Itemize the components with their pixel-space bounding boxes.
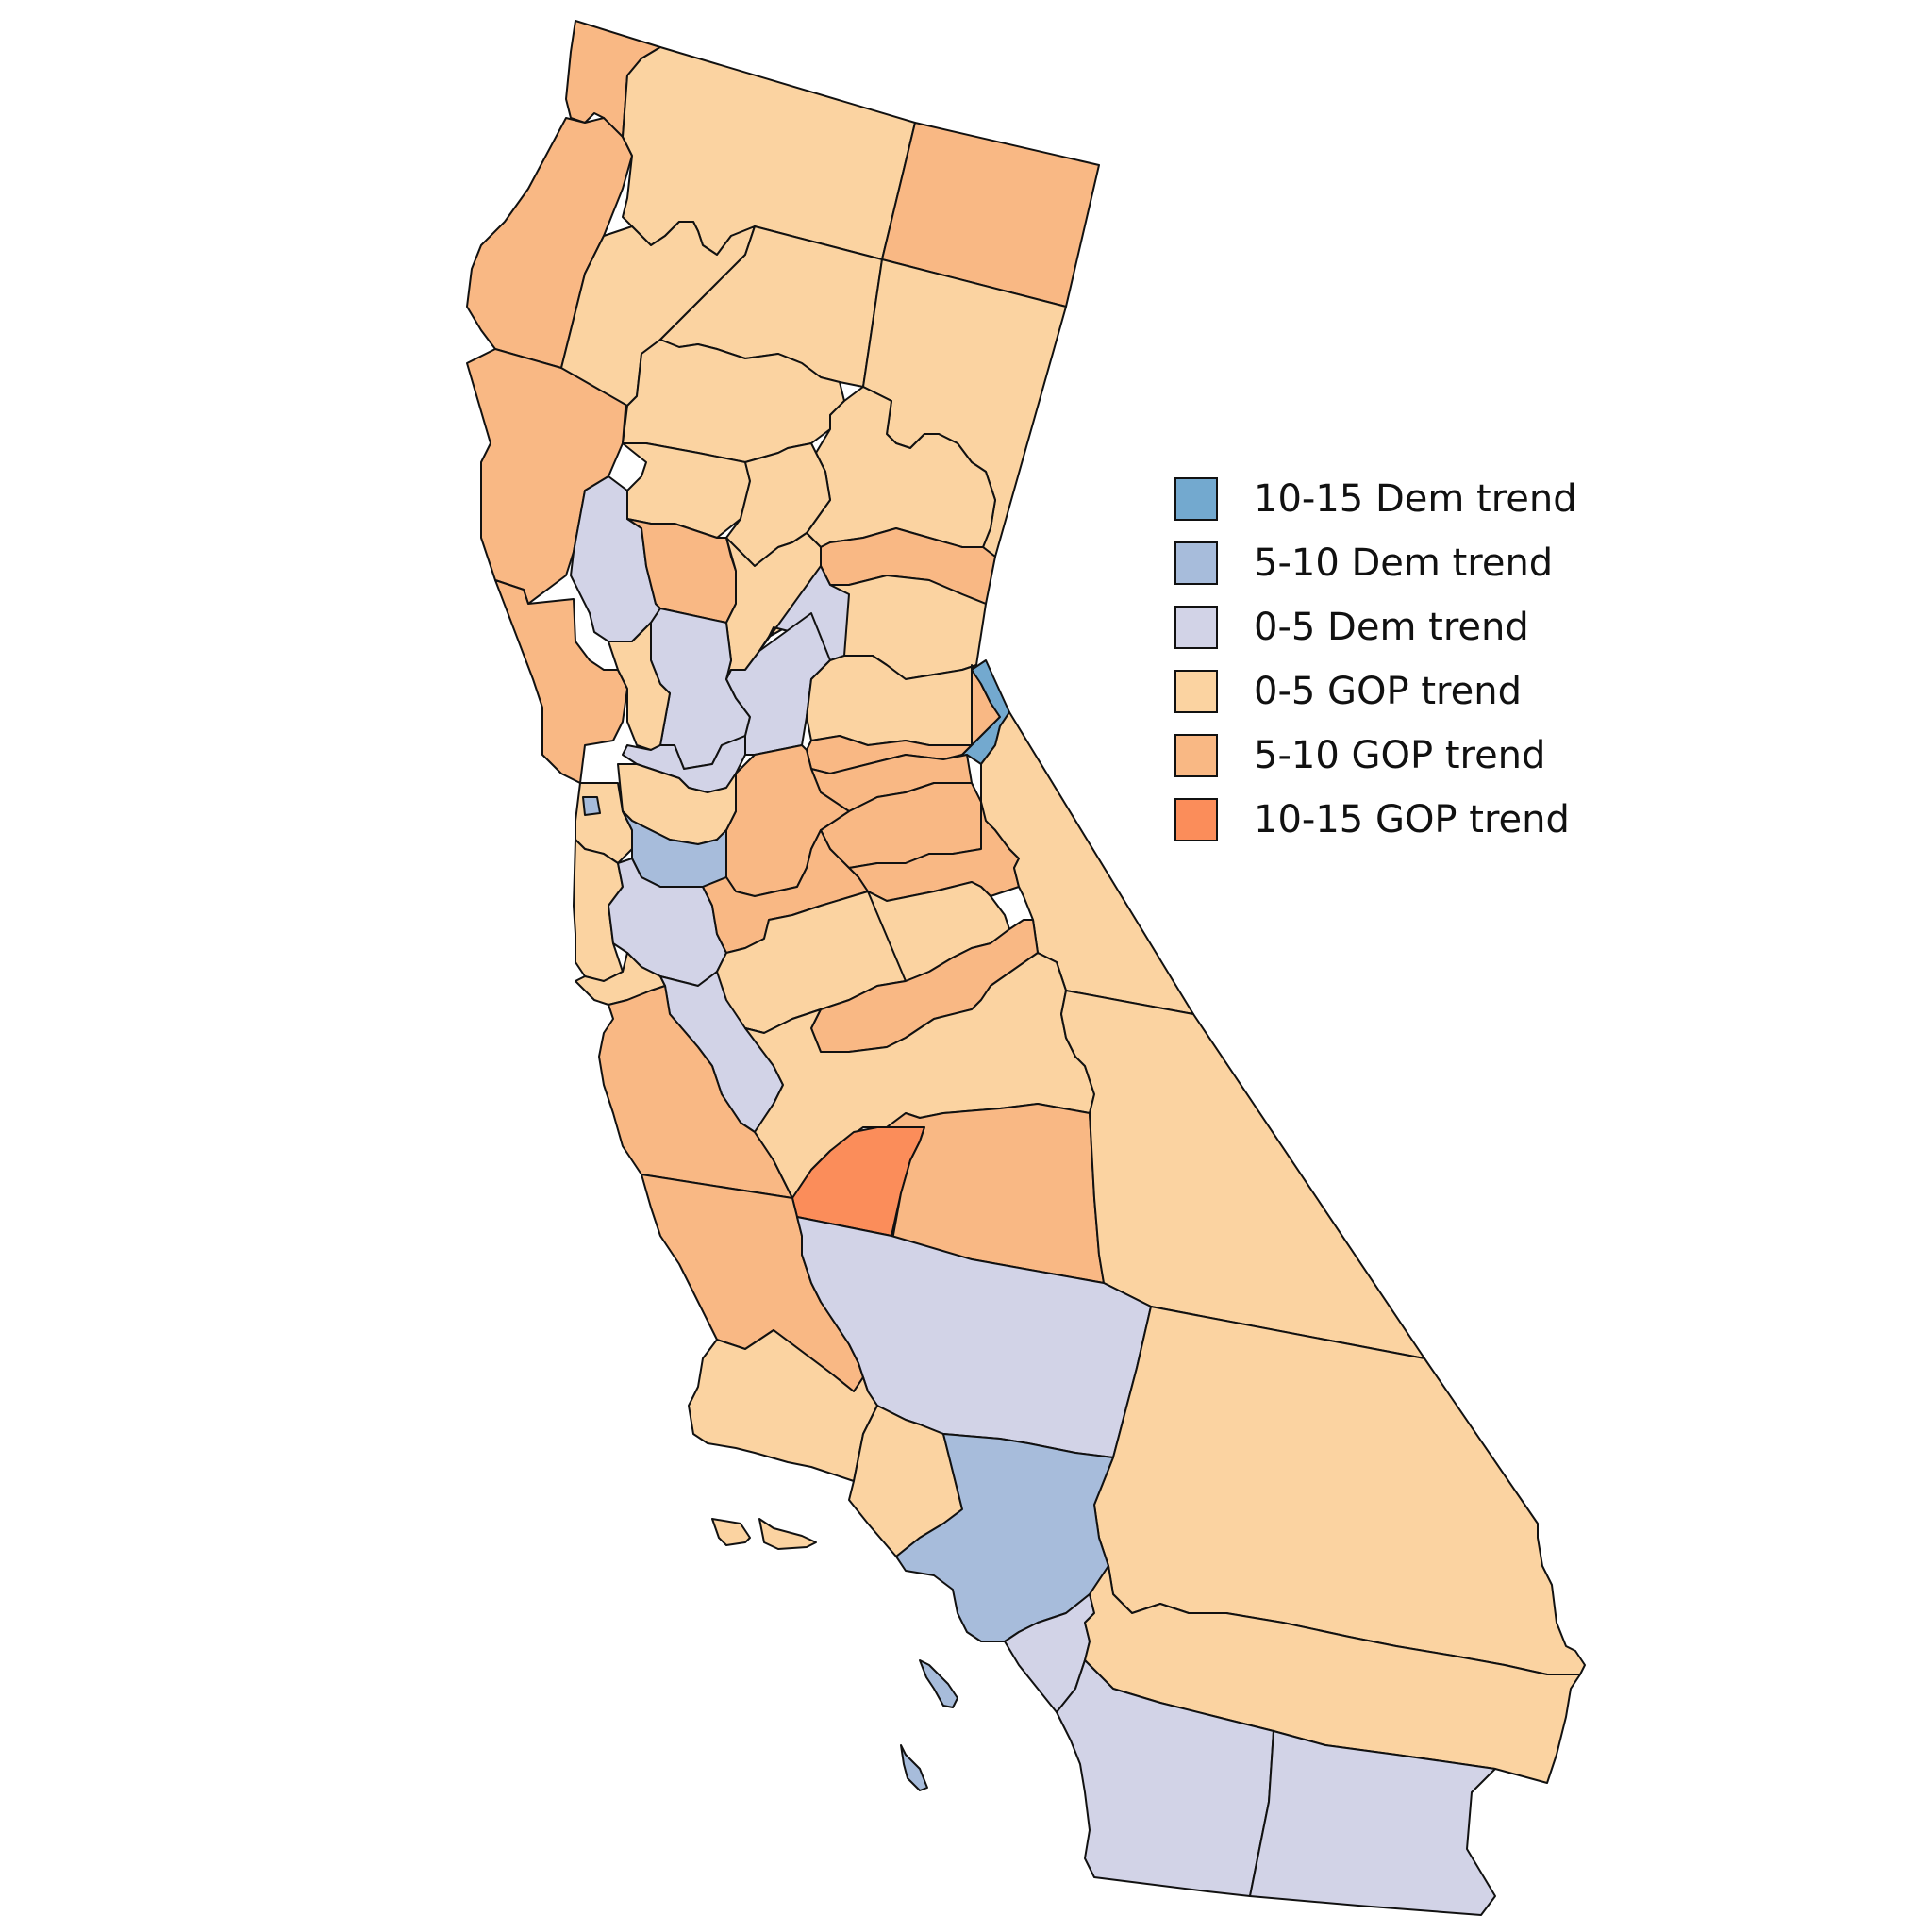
legend-label: 0-5 Dem trend bbox=[1254, 606, 1529, 649]
legend-swatch bbox=[1174, 477, 1218, 521]
legend: 10-15 Dem trend 5-10 Dem trend 0-5 Dem t… bbox=[1174, 476, 1577, 861]
legend-swatch bbox=[1174, 734, 1218, 777]
county-los-angeles-island-1 bbox=[919, 1659, 958, 1708]
legend-label: 10-15 Dem trend bbox=[1254, 477, 1577, 521]
county-inyo bbox=[1060, 990, 1425, 1359]
legend-label: 5-10 Dem trend bbox=[1254, 541, 1554, 585]
legend-label: 0-5 GOP trend bbox=[1254, 670, 1522, 713]
county-sonoma bbox=[494, 579, 628, 784]
legend-item: 0-5 Dem trend bbox=[1174, 605, 1577, 650]
county-los-angeles-island-2 bbox=[900, 1744, 928, 1791]
legend-swatch bbox=[1174, 798, 1218, 841]
legend-swatch bbox=[1174, 606, 1218, 649]
legend-swatch bbox=[1174, 670, 1218, 713]
county-santa-barbara-island-1 bbox=[711, 1518, 751, 1546]
county-santa-barbara-island-2 bbox=[758, 1518, 817, 1550]
legend-item: 5-10 GOP trend bbox=[1174, 733, 1577, 778]
legend-item: 0-5 GOP trend bbox=[1174, 669, 1577, 714]
legend-swatch bbox=[1174, 541, 1218, 585]
legend-label: 10-15 GOP trend bbox=[1254, 798, 1570, 841]
county-imperial bbox=[1249, 1730, 1496, 1916]
county-san-mateo bbox=[573, 839, 624, 982]
legend-item: 10-15 Dem trend bbox=[1174, 476, 1577, 522]
county-siskiyou bbox=[622, 46, 916, 260]
legend-item: 5-10 Dem trend bbox=[1174, 541, 1577, 586]
legend-label: 5-10 GOP trend bbox=[1254, 734, 1546, 777]
county-san-francisco bbox=[582, 796, 601, 816]
legend-item: 10-15 GOP trend bbox=[1174, 797, 1577, 842]
